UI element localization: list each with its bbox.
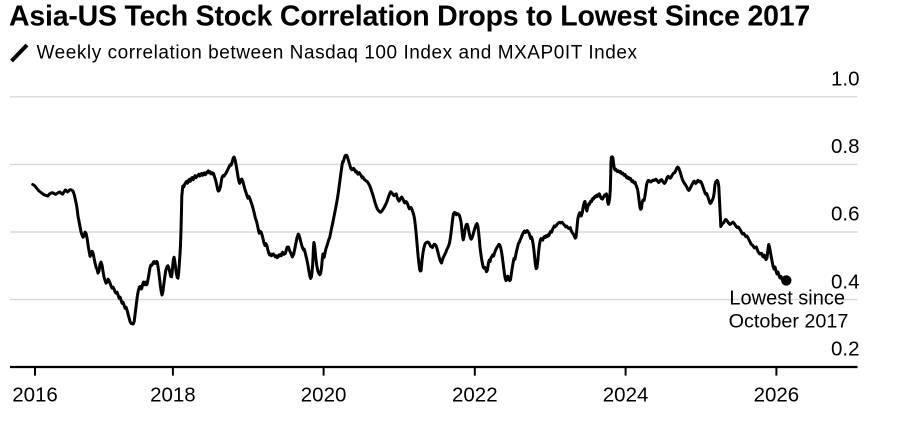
svg-text:2018: 2018 [150,384,196,407]
svg-text:October 2017: October 2017 [729,311,849,333]
svg-text:1.0: 1.0 [831,68,860,91]
svg-text:2026: 2026 [754,384,800,407]
svg-text:2016: 2016 [12,384,58,407]
svg-text:2020: 2020 [301,384,347,407]
svg-text:0.8: 0.8 [831,135,860,158]
svg-text:2024: 2024 [603,384,649,407]
svg-text:2022: 2022 [452,384,498,407]
svg-text:0.6: 0.6 [831,203,860,226]
svg-text:Asia-US Tech Stock Correlation: Asia-US Tech Stock Correlation Drops to … [9,1,810,33]
svg-text:0.4: 0.4 [831,270,860,293]
svg-text:Lowest since: Lowest since [729,288,845,310]
svg-text:0.2: 0.2 [831,337,860,360]
svg-text:Weekly correlation between Nas: Weekly correlation between Nasdaq 100 In… [37,42,638,63]
